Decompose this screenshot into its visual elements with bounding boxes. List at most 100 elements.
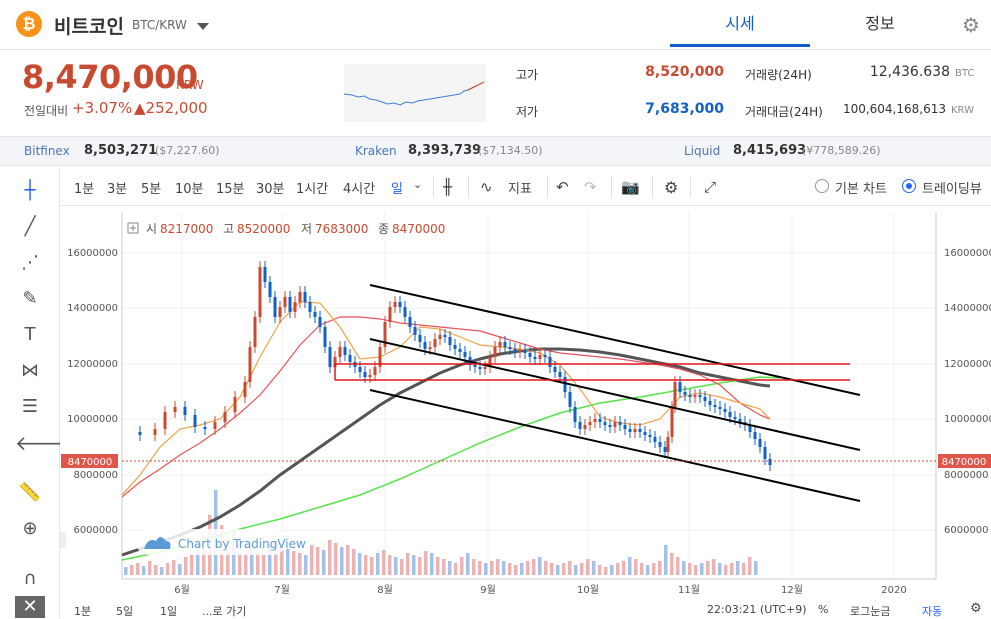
crosshair-icon[interactable]: ┼	[24, 180, 36, 201]
interval-1h[interactable]: 1시간	[296, 182, 329, 197]
percent-toggle[interactable]: %	[818, 603, 829, 616]
volume-bar	[364, 555, 368, 575]
chevron-down-icon[interactable]: ⌄	[413, 178, 423, 191]
candle-body	[723, 409, 727, 412]
camera-icon[interactable]: 📷	[621, 178, 640, 196]
price-chart[interactable]: 16000000 14000000 12000000 10000000 8000…	[60, 207, 991, 599]
chart-bottom-bar: 1분 5일 1일 ...로 가기 22:03:21 (UTC+9) % 로그눈금…	[60, 600, 991, 618]
x-tick-label: 2020	[881, 585, 906, 596]
ruler-icon[interactable]: 📏	[18, 482, 42, 503]
current-price: 8,470,000	[22, 58, 198, 96]
drawn-channel[interactable]	[369, 284, 861, 502]
indicators-icon[interactable]: ∿	[480, 178, 493, 196]
basic-chart-radio[interactable]	[815, 179, 829, 193]
exchange-sub-price: ($7,227.60)	[155, 144, 220, 157]
volume-bar	[436, 557, 440, 575]
volume-bar	[562, 563, 566, 575]
interval-30m[interactable]: 30분	[256, 182, 285, 197]
tab-info[interactable]: 정보	[865, 14, 895, 33]
candle-body	[408, 317, 412, 327]
candle-body	[428, 347, 432, 349]
candle-body	[643, 432, 647, 435]
candle-body	[293, 302, 297, 312]
fib-icon[interactable]: ☰	[21, 396, 39, 417]
candle-body	[358, 367, 362, 372]
volume-bar	[754, 561, 758, 575]
range-1d[interactable]: 1일	[160, 605, 178, 618]
gear-icon[interactable]: ⚙	[970, 601, 982, 616]
candle-body	[728, 412, 732, 417]
interval-4h[interactable]: 4시간	[343, 182, 376, 197]
candle-body	[413, 327, 417, 335]
volume-bar	[472, 559, 476, 575]
volume-bar	[124, 567, 128, 575]
fullscreen-icon[interactable]: ⤢	[704, 178, 717, 196]
hide-drawings-icon[interactable]: ✕	[15, 596, 45, 618]
magnet-icon[interactable]: ∩	[23, 568, 37, 589]
undo-icon[interactable]: ↶	[556, 178, 569, 196]
indicators-button[interactable]: 지표	[508, 182, 532, 197]
pattern-icon[interactable]: ⋈	[21, 360, 39, 381]
divider	[611, 176, 612, 198]
basic-chart-label[interactable]: 기본 차트	[835, 182, 887, 197]
candle-body	[698, 395, 702, 397]
volume-bar	[286, 549, 290, 575]
volume-bar	[142, 566, 146, 575]
coin-pair[interactable]: BTC/KRW	[132, 18, 187, 32]
zoom-in-icon[interactable]: ⊕	[22, 518, 38, 539]
arrow-left-icon[interactable]: 🡐	[15, 431, 69, 455]
candle-body	[528, 353, 532, 357]
candle-body	[418, 335, 422, 342]
trend-line-icon[interactable]: ╱	[24, 216, 36, 237]
drawn-levels[interactable]	[334, 363, 850, 381]
candle-body	[718, 407, 722, 409]
volume-bar	[388, 555, 392, 575]
gear-icon[interactable]: ⚙	[962, 13, 980, 37]
interval-3m[interactable]: 3분	[107, 182, 128, 197]
change-percent: +3.07%	[72, 99, 133, 117]
candle-body	[563, 377, 567, 392]
interval-5m[interactable]: 5분	[141, 182, 162, 197]
volume-label: 거래량(24H)	[745, 68, 812, 82]
volume-bar	[496, 559, 500, 575]
candle-body	[423, 342, 427, 349]
tab-quote[interactable]: 시세	[670, 0, 810, 47]
candle-body	[523, 350, 527, 353]
expand-legend-icon[interactable]	[127, 222, 139, 234]
y-tick-label: 10000000	[67, 414, 118, 425]
y-tick-label-right: 10000000	[944, 414, 991, 425]
volume-bar	[526, 561, 530, 575]
volume-bar	[532, 559, 536, 575]
auto-scale-toggle[interactable]: 자동	[922, 605, 943, 618]
candlestick-icon[interactable]: ╫	[443, 178, 453, 196]
chart-settings-icon[interactable]: ⚙	[664, 178, 679, 197]
volume-bar	[394, 557, 398, 575]
range-5d[interactable]: 5일	[116, 605, 134, 618]
pitchfork-icon[interactable]: ⋰	[21, 252, 39, 273]
y-tick-label: 14000000	[67, 303, 118, 314]
tradingview-radio[interactable]	[902, 179, 916, 193]
candle-body	[493, 347, 497, 357]
volume-bar	[172, 560, 176, 575]
candle-body	[298, 292, 302, 302]
volume-bar	[664, 545, 668, 575]
brush-icon[interactable]: ✎	[22, 288, 38, 309]
candle-body	[573, 407, 577, 422]
range-1m[interactable]: 1분	[74, 605, 92, 618]
interval-day[interactable]: 일	[391, 182, 403, 197]
log-scale-toggle[interactable]: 로그눈금	[850, 605, 891, 618]
x-tick-label: 7월	[274, 584, 290, 596]
text-icon[interactable]: T	[24, 324, 36, 345]
interval-10m[interactable]: 10분	[175, 182, 204, 197]
goto-date[interactable]: ...로 가기	[202, 605, 247, 618]
redo-icon[interactable]: ↷	[584, 178, 597, 196]
chevron-down-icon[interactable]	[197, 23, 209, 30]
tradingview-label[interactable]: 트레이딩뷰	[922, 182, 982, 197]
interval-1m[interactable]: 1분	[74, 182, 95, 197]
volume-bar	[424, 551, 428, 575]
high-value: 8,520,000	[645, 64, 724, 80]
collapse-toolbar-handle[interactable]	[60, 532, 66, 548]
volume-bar	[550, 563, 554, 575]
interval-15m[interactable]: 15분	[216, 182, 245, 197]
volume-bar	[256, 550, 260, 575]
